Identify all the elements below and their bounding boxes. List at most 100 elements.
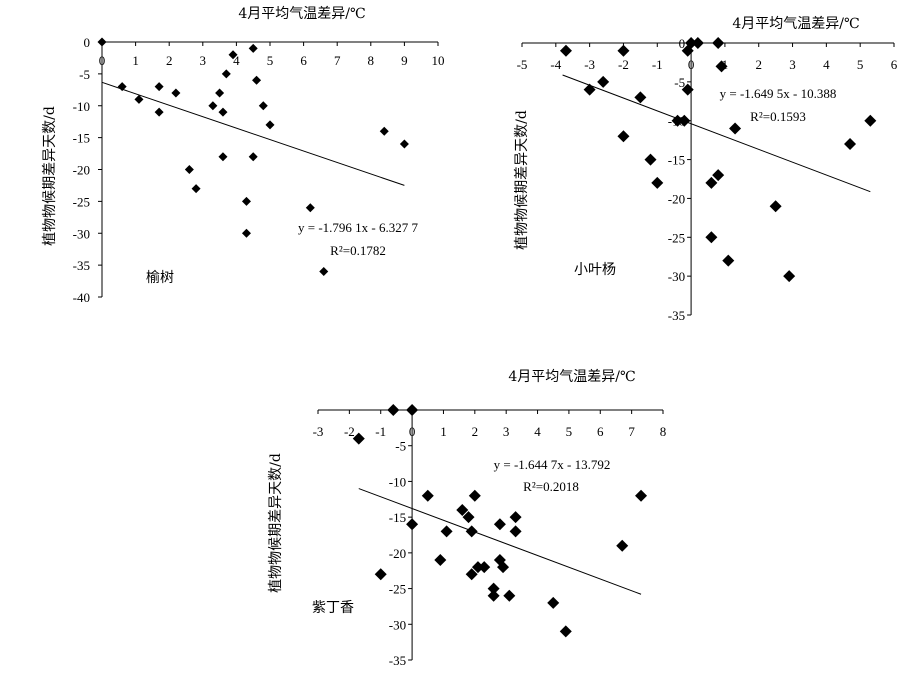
- x-tick-label: 8: [368, 53, 375, 68]
- data-point: [434, 554, 447, 566]
- x-tick-label: 3: [789, 57, 796, 72]
- data-point: [691, 37, 704, 49]
- poplar-y-axis-title: 植物物候期差异天数/d: [514, 110, 530, 250]
- y-tick-label: -20: [668, 191, 685, 206]
- data-point: [319, 267, 329, 276]
- data-point: [406, 518, 419, 531]
- data-point: [218, 107, 228, 117]
- data-point: [729, 122, 742, 135]
- lilac-x-axis-title: 4月平均气温差异/℃: [508, 369, 635, 385]
- data-point: [248, 43, 258, 53]
- data-point: [208, 101, 218, 111]
- x-tick-label: -4: [550, 57, 561, 72]
- data-point: [864, 114, 877, 127]
- elm-r-squared: R²=0.1782: [330, 243, 386, 258]
- x-tick-label: 6: [597, 424, 604, 439]
- x-tick-label: -3: [313, 424, 324, 439]
- y-tick-label: -5: [79, 67, 90, 82]
- data-point: [681, 83, 694, 96]
- data-point: [305, 203, 315, 213]
- data-point: [252, 75, 262, 85]
- y-tick-label: 0: [679, 36, 686, 51]
- elm-species-label: 榆树: [146, 270, 174, 286]
- y-tick-label: -30: [668, 269, 685, 284]
- y-tick-label: -15: [73, 131, 90, 146]
- lilac-trendline: [358, 488, 642, 595]
- x-tick-label: 9: [401, 53, 408, 68]
- data-point: [635, 489, 648, 502]
- data-point: [503, 589, 516, 602]
- data-point: [644, 153, 657, 166]
- x-tick-label: 0: [688, 57, 695, 72]
- chart-lilac: 4月平均气温差异/℃ 植物物候期差异天数/d -3 -2 -1 0 1 2 3 4 5 6 7 8-5…: [268, 369, 666, 668]
- data-point: [671, 114, 684, 127]
- y-tick-label: -5: [395, 439, 406, 454]
- x-tick-label: 4: [823, 57, 830, 72]
- data-point: [634, 91, 647, 104]
- data-point: [248, 152, 258, 162]
- x-tick-label: 10: [432, 53, 445, 68]
- x-tick-label: 4: [233, 53, 240, 68]
- data-point: [712, 169, 725, 182]
- poplar-species-label: 小叶杨: [574, 262, 616, 278]
- data-point: [215, 88, 225, 98]
- elm-trend-line: [101, 81, 405, 186]
- x-tick-label: 5: [566, 424, 573, 439]
- data-point: [597, 75, 610, 88]
- data-point: [399, 139, 409, 149]
- data-point: [547, 596, 560, 609]
- y-tick-label: -25: [668, 230, 685, 245]
- data-point: [241, 196, 251, 206]
- y-tick-label: -35: [668, 308, 685, 323]
- poplar-r-squared: R²=0.1593: [750, 109, 806, 124]
- data-point: [258, 101, 268, 111]
- data-point: [387, 404, 400, 416]
- elm-axes: [101, 41, 438, 297]
- data-point: [715, 60, 728, 73]
- data-point: [509, 525, 522, 538]
- lilac-axes: [318, 409, 663, 660]
- x-tick-label: -3: [584, 57, 595, 72]
- lilac-species-label: 紫丁香: [312, 600, 354, 616]
- elm-points: [97, 37, 409, 276]
- y-tick-label: -40: [73, 290, 90, 305]
- lilac-r-squared: R²=0.2018: [523, 479, 579, 494]
- data-point: [374, 568, 387, 581]
- poplar-ticks: -5-4-3-2-101234560-5-10-15-20-25-30-35: [517, 36, 898, 323]
- data-point: [685, 37, 698, 49]
- y-tick-label: -10: [73, 99, 90, 114]
- data-point: [722, 254, 735, 267]
- data-point: [97, 37, 107, 47]
- data-point: [678, 114, 691, 127]
- y-tick-label: -15: [389, 510, 406, 525]
- y-tick-label: 0: [84, 35, 91, 50]
- y-tick-label: -35: [73, 258, 90, 273]
- data-point: [712, 37, 725, 49]
- x-tick-label: 6: [891, 57, 898, 72]
- data-point: [421, 489, 434, 502]
- x-tick-label: 3: [503, 424, 510, 439]
- data-point: [616, 539, 629, 552]
- data-point: [487, 582, 500, 595]
- data-point: [844, 138, 857, 151]
- x-tick-label: -1: [652, 57, 663, 72]
- data-point: [171, 88, 181, 98]
- x-tick-label: 8: [660, 424, 667, 439]
- data-point: [478, 561, 491, 574]
- y-tick-label: -25: [389, 582, 406, 597]
- data-point: [218, 152, 228, 162]
- data-point: [221, 69, 231, 79]
- x-tick-label: 2: [472, 424, 479, 439]
- elm-x-axis-title: 4月平均气温差异/℃: [238, 6, 365, 22]
- poplar-equation: y = -1.649 5x - 10.388: [720, 86, 837, 101]
- data-point: [651, 176, 664, 189]
- x-tick-label: -5: [517, 57, 528, 72]
- data-point: [559, 625, 572, 638]
- data-point: [184, 165, 194, 174]
- data-point: [583, 83, 596, 96]
- x-tick-label: 7: [334, 53, 341, 68]
- chart-poplar: 4月平均气温差异/℃ 植物物候期差异天数/d -5-4-3-2-10123456…: [514, 16, 898, 323]
- x-tick-label: 7: [628, 424, 635, 439]
- data-point: [487, 589, 500, 602]
- x-tick-label: 4: [534, 424, 541, 439]
